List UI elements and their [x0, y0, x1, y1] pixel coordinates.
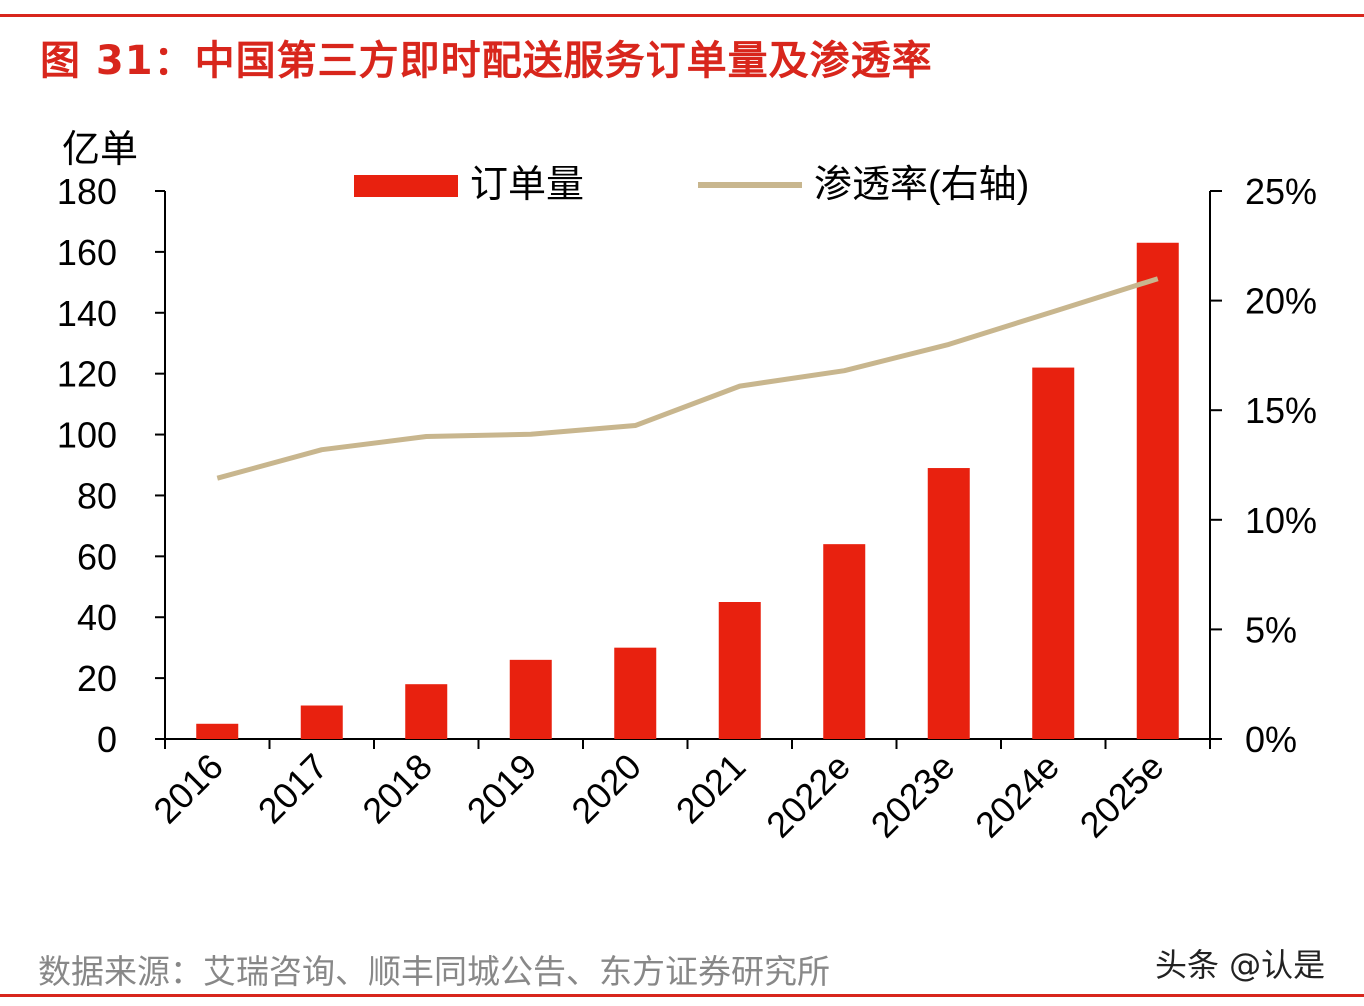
- x-tick-label: 2018: [354, 746, 440, 832]
- bar-2022e: [823, 544, 866, 739]
- bottom-rule: [0, 994, 1364, 997]
- left-tick-label: 160: [57, 232, 117, 273]
- left-tick-label: 80: [77, 475, 117, 516]
- left-tick-label: 60: [77, 536, 117, 577]
- bar-2019: [509, 659, 552, 739]
- bar-2020: [614, 647, 657, 739]
- bar-2024e: [1032, 367, 1075, 739]
- bar-2023e: [927, 468, 970, 739]
- legend-label-penetration: 渗透率(右轴): [814, 164, 1029, 206]
- left-tick-label: 100: [57, 415, 117, 456]
- bar-2017: [300, 705, 343, 739]
- x-tick-label: 2020: [563, 746, 649, 832]
- legend-label-orders: 订单量: [470, 164, 584, 206]
- left-tick-label: 120: [57, 354, 117, 395]
- x-tick-label: 2022e: [758, 746, 858, 846]
- x-tick-label: 2024e: [967, 746, 1067, 846]
- x-tick-label: 2016: [145, 746, 231, 832]
- right-tick-label: 0%: [1245, 719, 1297, 760]
- y-axis-label: 亿单: [62, 129, 138, 171]
- penetration-line: [216, 276, 1159, 481]
- left-tick-label: 0: [97, 719, 117, 760]
- bar-2018: [405, 684, 448, 739]
- left-tick-label: 20: [77, 658, 117, 699]
- right-tick-label: 5%: [1245, 609, 1297, 650]
- legend-swatch-orders: [354, 175, 458, 197]
- x-tick-label: 2017: [250, 746, 336, 832]
- x-tick-label: 2019: [459, 746, 545, 832]
- bar-2021: [718, 602, 761, 739]
- x-tick-label: 2023e: [863, 746, 963, 846]
- bar-2016: [196, 723, 239, 739]
- right-tick-label: 15%: [1245, 390, 1317, 431]
- right-tick-label: 25%: [1245, 171, 1317, 212]
- left-tick-label: 140: [57, 293, 117, 334]
- x-tick-label: 2021: [668, 746, 754, 832]
- x-tick-label: 2025e: [1072, 746, 1172, 846]
- left-tick-label: 40: [77, 597, 117, 638]
- top-rule: [0, 14, 1364, 17]
- watermark: 头条 @认是: [1155, 946, 1326, 984]
- bar-2025e: [1136, 242, 1179, 739]
- right-tick-label: 20%: [1245, 281, 1317, 322]
- left-tick-label: 180: [57, 171, 117, 212]
- right-tick-label: 10%: [1245, 500, 1317, 541]
- source-note: 数据来源：艾瑞咨询、顺丰同城公告、东方证券研究所: [38, 952, 830, 991]
- chart-title: 图 31：中国第三方即时配送服务订单量及渗透率: [40, 38, 933, 84]
